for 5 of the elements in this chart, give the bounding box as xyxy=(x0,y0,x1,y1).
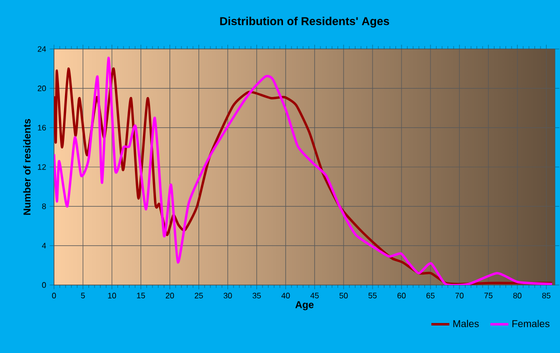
chart-title: Distribution of Residents' Ages xyxy=(220,16,390,28)
legend-label: Females xyxy=(512,320,550,328)
legend-label: Males xyxy=(453,320,479,328)
x-axis-title: Age xyxy=(295,301,314,310)
y-axis-title: Number of residents xyxy=(23,118,31,215)
